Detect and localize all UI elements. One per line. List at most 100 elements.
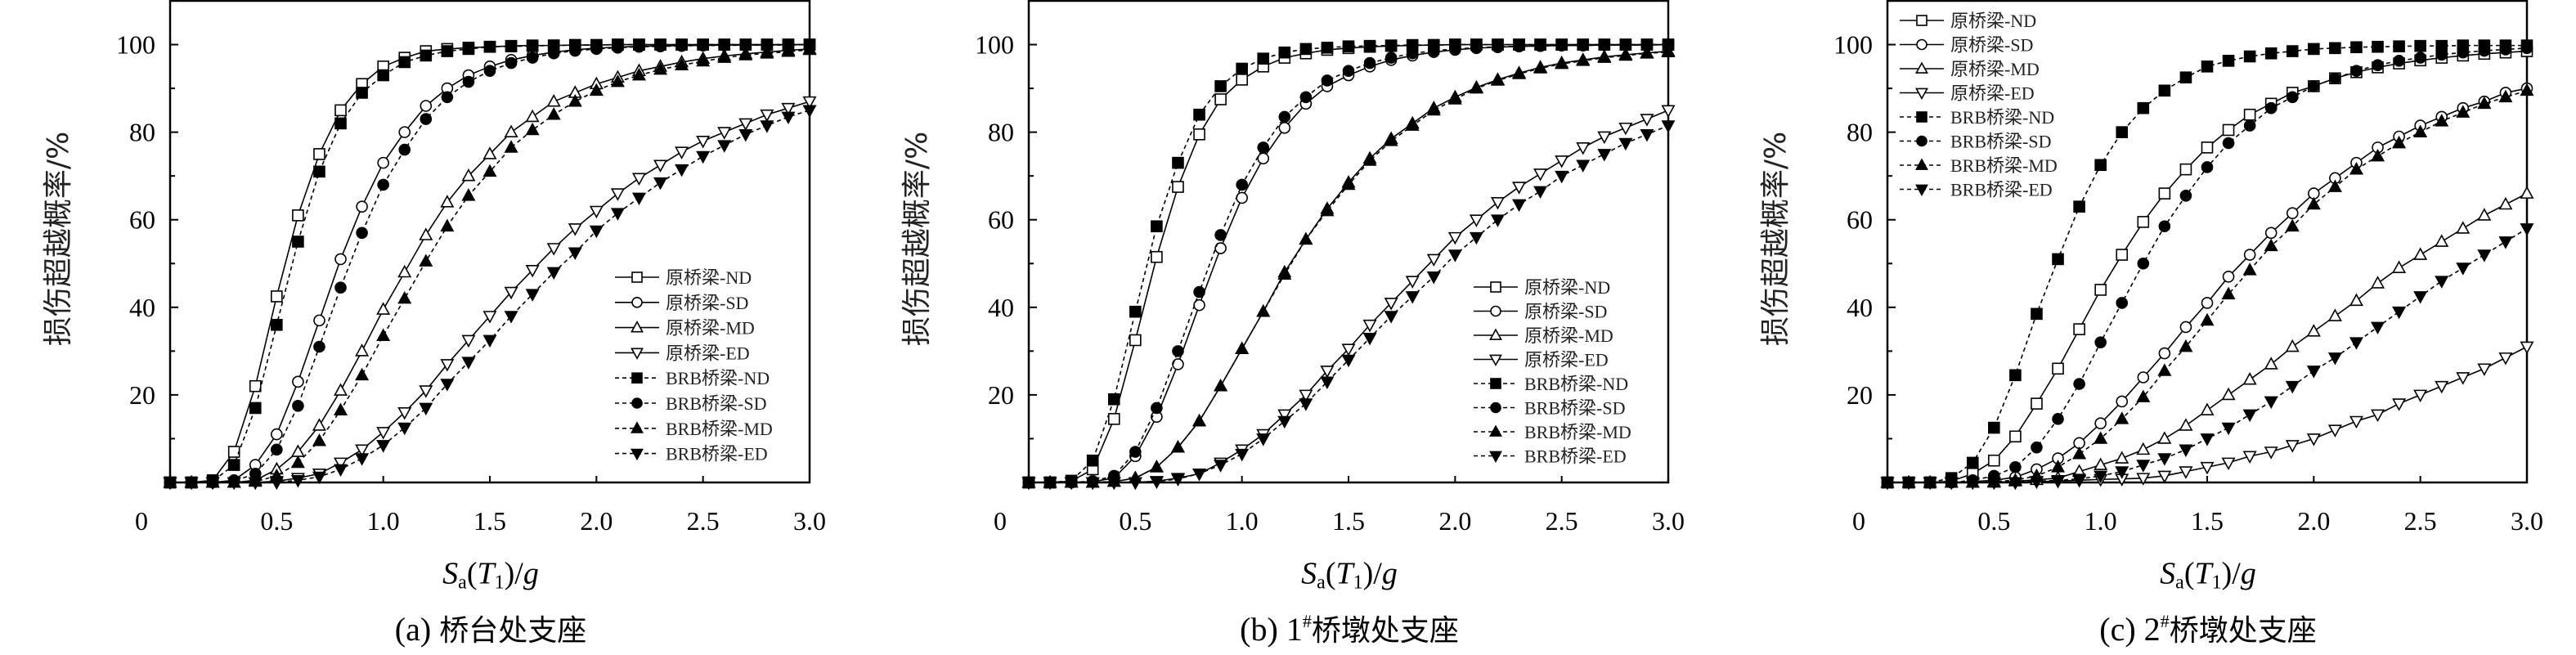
data-point [1470, 41, 1483, 54]
data-point [2136, 389, 2151, 402]
data-point [2329, 42, 2341, 55]
y-tick-label: 40 [129, 293, 155, 322]
data-point [2073, 323, 2085, 335]
legend-item: 原桥梁-ED [1474, 350, 1609, 370]
caption-prefix: (a) [394, 611, 440, 648]
xlabel-s: S [2160, 556, 2176, 591]
data-point [610, 208, 625, 221]
data-point [2264, 396, 2278, 410]
data-point [2137, 371, 2150, 384]
xlabel-sub-1: 1 [494, 572, 505, 594]
data-point [2477, 249, 2492, 262]
data-point [1341, 343, 1356, 357]
data-point [2179, 71, 2192, 84]
legend-label: 原桥梁-SD [1524, 302, 1607, 322]
data-point [1256, 433, 1271, 446]
data-point [1988, 421, 2000, 434]
series-原桥梁-SD [1022, 38, 1675, 489]
data-point [781, 102, 796, 116]
data-point [483, 65, 496, 77]
legend-item: BRB桥梁-SD [1474, 398, 1625, 419]
data-point [631, 67, 646, 81]
data-point [2520, 83, 2534, 96]
data-point [2306, 433, 2321, 446]
data-point [2393, 40, 2405, 52]
data-point [525, 289, 540, 302]
legend-marker-circle-icon [1916, 38, 1928, 51]
x-axis-label: Sa(T1)/g [2160, 556, 2256, 594]
data-point [2179, 418, 2193, 431]
x-tick-label: 2.5 [687, 506, 720, 536]
data-point [2393, 55, 2405, 67]
data-point [1214, 460, 1228, 473]
data-point [760, 120, 774, 133]
legend-marker-square-icon [631, 271, 643, 283]
data-point [292, 209, 304, 222]
data-point [1129, 305, 1142, 318]
data-point [1533, 186, 1548, 200]
data-point [2115, 451, 2129, 464]
legend-label: 原桥梁-SD [666, 293, 748, 313]
y-tick-label: 20 [1847, 380, 1873, 410]
data-point [2413, 124, 2428, 137]
data-point [1426, 253, 1441, 267]
data-point [482, 146, 497, 159]
data-point [1277, 409, 1292, 423]
y-tick-label: 40 [1847, 293, 1873, 322]
data-point [1235, 341, 1250, 355]
data-point [1320, 366, 1335, 379]
data-point [269, 477, 284, 491]
data-point [249, 402, 262, 415]
legend-marker-square-icon [1490, 281, 1501, 293]
data-point [525, 264, 540, 278]
data-point [2327, 352, 2342, 366]
data-point [2392, 306, 2407, 320]
data-point [2477, 208, 2492, 221]
data-point [546, 107, 561, 120]
data-point [1342, 65, 1355, 77]
data-point [313, 340, 325, 353]
data-point [2286, 207, 2299, 219]
data-point [376, 440, 391, 453]
data-point [2435, 234, 2449, 247]
data-point [462, 75, 475, 88]
legend-label: 原桥梁-ED [1524, 350, 1609, 370]
data-point [590, 43, 603, 56]
data-point [568, 94, 582, 107]
data-point [1107, 393, 1120, 406]
data-point [738, 118, 753, 132]
data-point [1151, 220, 1163, 233]
legend-item: 原桥梁-ED [1900, 83, 2035, 104]
data-point [1640, 46, 1654, 59]
data-point [1021, 477, 1036, 491]
series-line [170, 43, 810, 483]
data-point [2498, 196, 2513, 210]
data-point [2137, 257, 2150, 270]
data-point [2157, 431, 2172, 444]
x-tick-label: 0.5 [260, 506, 293, 536]
legend-marker-circle-icon [1490, 402, 1501, 414]
data-point [1988, 454, 2000, 467]
data-point [610, 188, 625, 201]
data-point [1278, 121, 1291, 134]
xlabel-g: g [2240, 556, 2256, 591]
y-axis-label: 损伤超越概率/% [900, 131, 934, 347]
data-point [2221, 286, 2236, 300]
data-point [312, 418, 326, 431]
data-point [631, 192, 646, 206]
data-point [2371, 409, 2385, 423]
legend-marker-triangle-up-icon [1915, 158, 1928, 170]
data-point [271, 318, 283, 331]
data-point [1321, 74, 1334, 87]
data-point [2414, 39, 2426, 52]
data-point [2158, 187, 2171, 200]
data-point [717, 127, 732, 140]
y-tick-label: 60 [1847, 205, 1873, 235]
data-point [1151, 250, 1163, 263]
data-point [1923, 477, 1937, 491]
data-point [1965, 477, 1980, 491]
data-point [441, 91, 454, 104]
data-point [2136, 442, 2151, 455]
data-point [2264, 446, 2278, 460]
data-point [547, 47, 560, 60]
